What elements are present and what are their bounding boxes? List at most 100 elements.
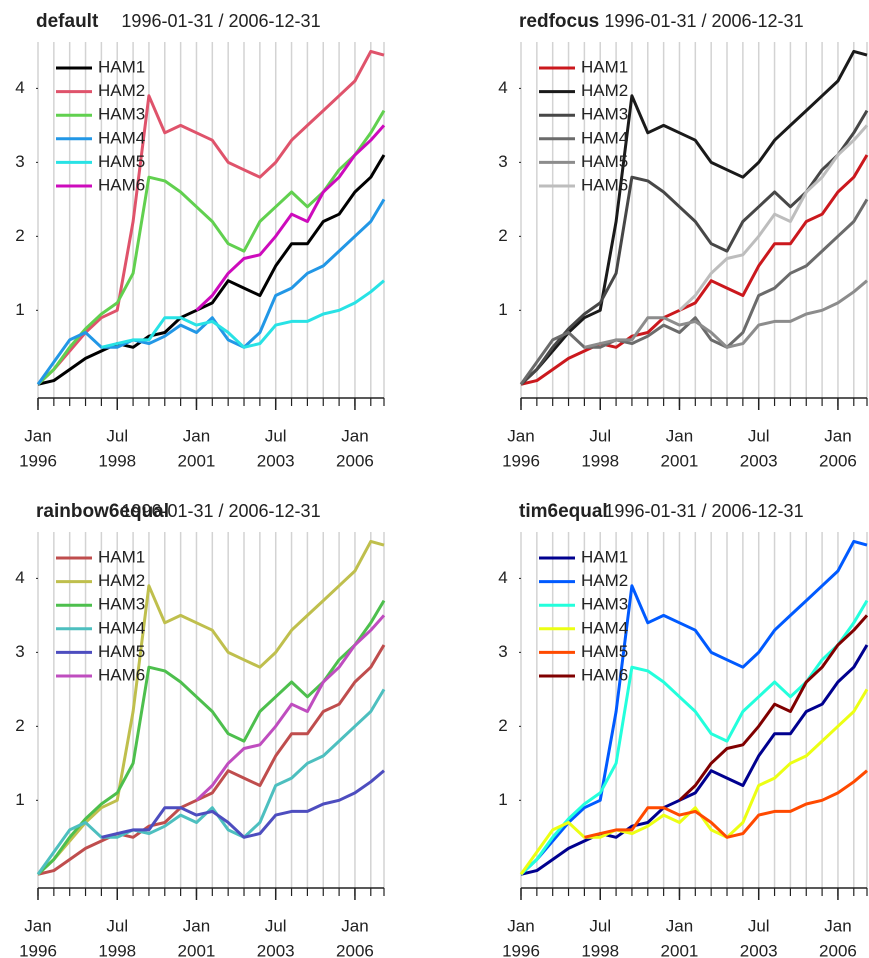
y-tick-label: 1 [15, 790, 24, 809]
x-tick-label: 2006 [819, 941, 857, 958]
series-line [37, 154, 386, 386]
x-tick-label: 2006 [336, 451, 374, 470]
x-tick-label: 1998 [581, 451, 619, 470]
series-line [519, 599, 869, 876]
series-line [520, 644, 869, 876]
legend-label: HAM3 [581, 105, 628, 124]
y-tick-label: 3 [15, 152, 24, 171]
chart-title: redfocus [519, 11, 599, 32]
legend-label: HAM2 [98, 571, 145, 590]
chart-title: tim6equal [519, 501, 608, 522]
x-tick-label: Jul [589, 916, 611, 935]
y-tick-label: 4 [498, 78, 507, 97]
chart-subtitle: 1996-01-31 / 2006-12-31 [604, 501, 803, 521]
x-tick-label: 2001 [661, 941, 699, 958]
legend-label: HAM2 [98, 81, 145, 100]
x-tick-label: Jul [106, 426, 128, 445]
x-tick-label: Jan [24, 916, 51, 935]
series-line [584, 279, 868, 349]
legend-label: HAM4 [98, 618, 145, 637]
x-tick-label: Jan [824, 916, 851, 935]
series-line [584, 769, 868, 839]
y-tick-label: 3 [15, 642, 24, 661]
series-line [36, 49, 385, 386]
y-tick-label: 1 [498, 790, 507, 809]
chart-subtitle: 1996-01-31 / 2006-12-31 [121, 501, 320, 521]
y-tick-label: 2 [498, 226, 507, 245]
legend-label: HAM4 [98, 128, 145, 147]
legend-label: HAM5 [98, 152, 145, 171]
x-tick-label: 2003 [740, 941, 778, 958]
series-line [520, 154, 869, 386]
x-tick-label: 2003 [257, 941, 295, 958]
legend-label: HAM5 [581, 642, 628, 661]
x-tick-label: Jul [748, 426, 770, 445]
y-tick-label: 4 [15, 78, 24, 97]
y-tick-label: 2 [15, 226, 24, 245]
series-line [678, 124, 869, 312]
x-tick-label: Jan [666, 916, 693, 935]
x-tick-label: Jan [183, 916, 210, 935]
series-line [195, 614, 386, 802]
series-line [37, 644, 386, 876]
x-tick-label: 2001 [178, 451, 216, 470]
x-tick-label: 2001 [178, 941, 216, 958]
x-tick-label: Jul [265, 426, 287, 445]
legend-label: HAM3 [98, 595, 145, 614]
series-line [101, 279, 385, 349]
series-line [519, 539, 868, 876]
series-line [36, 599, 386, 876]
x-tick-label: 2006 [336, 941, 374, 958]
series-line [519, 109, 869, 386]
x-tick-label: 1996 [19, 941, 57, 958]
legend-label: HAM5 [98, 642, 145, 661]
chart-title: default [36, 11, 99, 32]
x-tick-label: Jan [507, 426, 534, 445]
series-line [101, 769, 385, 839]
legend-label: HAM2 [581, 571, 628, 590]
x-tick-label: Jan [824, 426, 851, 445]
series-line [36, 688, 386, 876]
x-tick-label: 1998 [98, 941, 136, 958]
x-tick-label: Jul [589, 426, 611, 445]
chart-subtitle: 1996-01-31 / 2006-12-31 [604, 11, 803, 31]
x-tick-label: Jan [183, 426, 210, 445]
x-tick-label: 1998 [98, 451, 136, 470]
legend-label: HAM3 [581, 595, 628, 614]
x-tick-label: Jan [341, 916, 368, 935]
y-tick-label: 2 [15, 716, 24, 735]
y-tick-label: 3 [498, 152, 507, 171]
y-tick-label: 1 [15, 300, 24, 319]
x-tick-label: Jul [748, 916, 770, 935]
x-tick-label: 2006 [819, 451, 857, 470]
legend-label: HAM6 [98, 665, 145, 684]
legend-label: HAM4 [581, 618, 628, 637]
chart-subtitle: 1996-01-31 / 2006-12-31 [121, 11, 320, 31]
y-tick-label: 4 [15, 568, 24, 587]
legend-label: HAM3 [98, 105, 145, 124]
y-tick-label: 4 [498, 568, 507, 587]
x-tick-label: Jan [24, 426, 51, 445]
x-tick-label: 1996 [502, 941, 540, 958]
series-line [195, 124, 386, 312]
x-tick-label: 2003 [740, 451, 778, 470]
x-tick-label: Jan [666, 426, 693, 445]
x-tick-label: 1996 [502, 451, 540, 470]
x-tick-label: 1996 [19, 451, 57, 470]
y-tick-label: 3 [498, 642, 507, 661]
legend-label: HAM6 [98, 175, 145, 194]
legend-label: HAM5 [581, 152, 628, 171]
legend-label: HAM1 [581, 547, 628, 566]
series-line [519, 688, 869, 876]
y-tick-label: 1 [498, 300, 507, 319]
legend-label: HAM1 [98, 547, 145, 566]
series-line [519, 198, 869, 386]
series-line [36, 539, 385, 876]
x-tick-label: 2001 [661, 451, 699, 470]
series-line [678, 614, 869, 802]
legend-label: HAM6 [581, 175, 628, 194]
x-tick-label: Jan [341, 426, 368, 445]
